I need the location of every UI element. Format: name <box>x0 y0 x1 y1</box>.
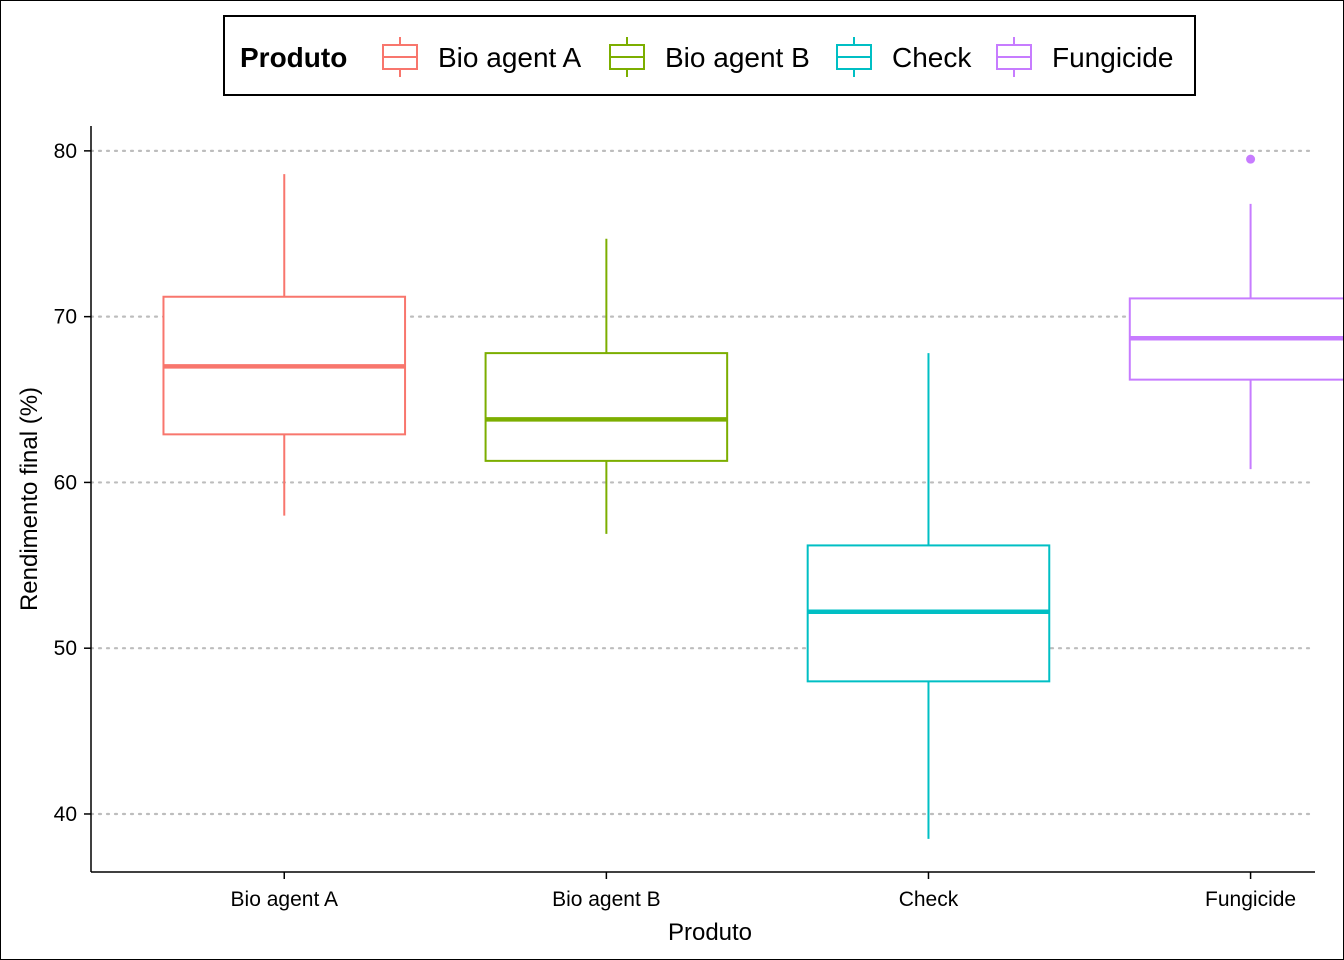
legend-label: Bio agent A <box>438 42 582 73</box>
legend: Produto Bio agent A Bio agent B Check Fungi… <box>223 15 1196 96</box>
y-tick-label: 50 <box>54 637 77 660</box>
outlier-point <box>1246 154 1256 164</box>
x-tick-label: Check <box>899 888 959 911</box>
x-tick-label: Bio agent B <box>552 888 661 911</box>
legend-item: Bio agent A <box>382 37 582 77</box>
y-tick-label: 40 <box>54 803 77 826</box>
x-tick-label: Fungicide <box>1205 888 1296 911</box>
legend-label: Check <box>892 42 972 73</box>
box-body <box>484 352 729 462</box>
legend-item: Bio agent B <box>609 37 810 77</box>
x-ticks: Bio agent A Bio agent B Check Fungicide <box>231 872 1296 911</box>
y-tick-label: 80 <box>54 140 77 163</box>
box-group <box>806 353 1051 839</box>
grid <box>89 149 1317 816</box>
x-axis-title: Produto <box>668 919 752 946</box>
legend-label: Fungicide <box>1052 42 1173 73</box>
y-tick-label: 70 <box>54 306 77 329</box>
legend-label: Bio agent B <box>665 42 810 73</box>
box-group <box>162 174 407 516</box>
x-tick-label: Bio agent A <box>231 888 338 911</box>
y-axis-title: Rendimento final (%) <box>16 387 43 611</box>
legend-item: Fungicide <box>996 37 1173 77</box>
boxes <box>162 154 1343 839</box>
y-tick-label: 60 <box>54 471 77 494</box>
box-group <box>484 238 729 534</box>
y-ticks: 40 50 60 70 80 <box>54 140 91 826</box>
box-group <box>1128 154 1343 470</box>
axes <box>90 126 1315 873</box>
legend-title: Produto <box>240 42 347 73</box>
legend-item: Check <box>836 37 972 77</box>
